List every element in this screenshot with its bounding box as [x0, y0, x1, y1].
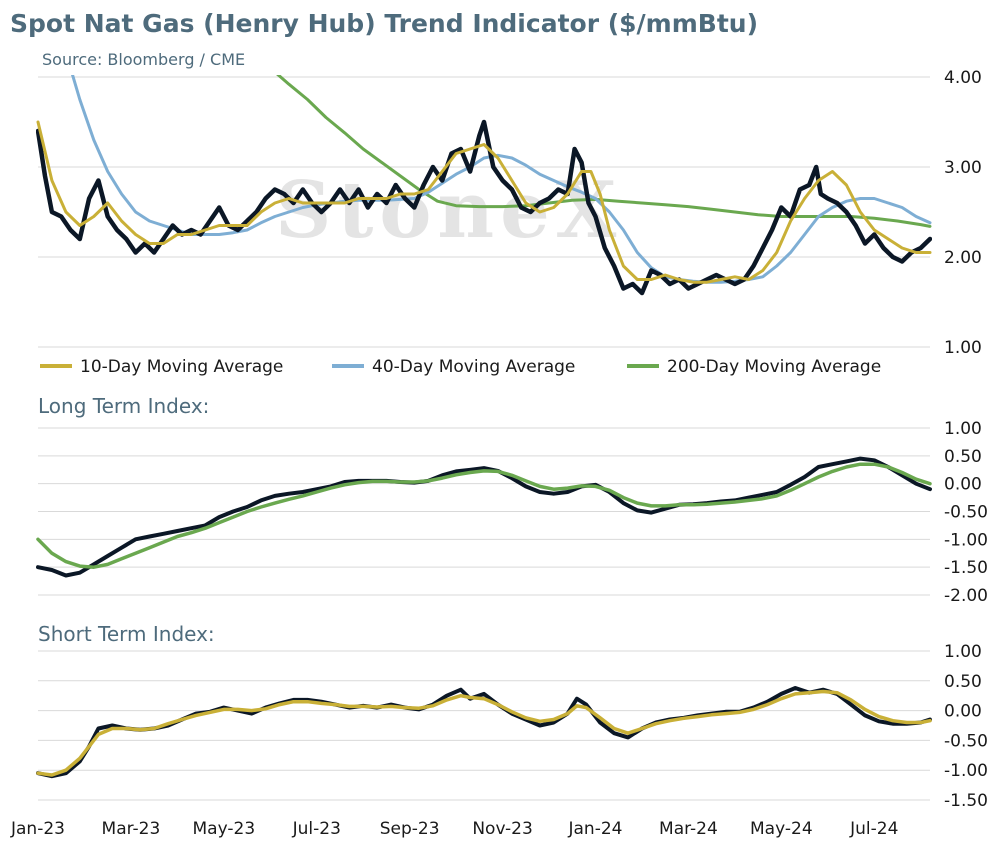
- x-axis: Jan-23 Mar-23 May-23 Jul-23 Sep-23 Nov-23 Jan-…: [10, 819, 898, 839]
- y-tick-label: 1.00: [944, 338, 982, 358]
- y-tick-label: 0.00: [944, 702, 982, 722]
- y-tick-label: -1.00: [944, 530, 988, 550]
- ma200-line: [276, 75, 932, 228]
- panel-1: 4.00 3.00 2.00 1.00: [36, 68, 982, 358]
- y-tick-label: -2.00: [944, 586, 988, 606]
- legend-label-ma200: 200-Day Moving Average: [667, 357, 881, 377]
- long-term-index-line: [36, 456, 932, 578]
- x-tick-label: Mar-23: [102, 819, 161, 839]
- y-tick-label: 1.00: [944, 642, 982, 662]
- y-tick-label: -1.00: [944, 761, 988, 781]
- x-tick-label: Jan-24: [568, 819, 623, 839]
- y-tick-label: -0.50: [944, 731, 988, 751]
- x-tick-label: May-24: [750, 819, 813, 839]
- panel-2: 1.00 0.50 0.00 -0.50 -1.00 -1.50 -2.00: [36, 419, 988, 606]
- panel-3: 1.00 0.50 0.00 -0.50 -1.00 -1.50: [36, 642, 988, 811]
- y-tick-label: 2.00: [944, 248, 982, 268]
- long-term-signal-line: [36, 462, 932, 569]
- price-legend: 10-Day Moving Average 40-Day Moving Aver…: [40, 357, 881, 377]
- spot-price-line: [36, 119, 932, 296]
- x-tick-label: May-23: [193, 819, 256, 839]
- y-tick-label: 0.50: [944, 447, 982, 467]
- chart-source: Source: Bloomberg / CME: [42, 50, 245, 69]
- legend-label-ma10: 10-Day Moving Average: [80, 357, 283, 377]
- y-tick-label: 0.00: [944, 475, 982, 495]
- long-term-index-title: Long Term Index:: [38, 394, 209, 418]
- chart-panels: 4.00 3.00 2.00 1.00 1.00 0.50 0.00 -0.50 -1.00 -1…: [36, 68, 988, 811]
- short-term-signal-line: [36, 689, 932, 777]
- x-tick-label: Mar-24: [659, 819, 718, 839]
- y-tick-label: 3.00: [944, 158, 982, 178]
- x-tick-label: Nov-23: [472, 819, 533, 839]
- chart-title: Spot Nat Gas (Henry Hub) Trend Indicator…: [10, 9, 758, 38]
- x-tick-label: Jan-23: [10, 819, 65, 839]
- x-tick-label: Jul-23: [292, 819, 341, 839]
- short-term-index-line: [36, 686, 932, 779]
- y-tick-label: -1.50: [944, 791, 988, 811]
- ma10-line: [36, 120, 932, 284]
- y-tick-label: 1.00: [944, 419, 982, 439]
- x-tick-label: Sep-23: [380, 819, 440, 839]
- y-tick-label: 0.50: [944, 672, 982, 692]
- ma40-line: [71, 75, 932, 284]
- x-tick-label: Jul-24: [849, 819, 898, 839]
- y-tick-label: -1.50: [944, 558, 988, 578]
- legend-label-ma40: 40-Day Moving Average: [372, 357, 575, 377]
- y-tick-label: -0.50: [944, 503, 988, 523]
- short-term-index-title: Short Term Index:: [38, 622, 215, 646]
- y-tick-label: 4.00: [944, 68, 982, 88]
